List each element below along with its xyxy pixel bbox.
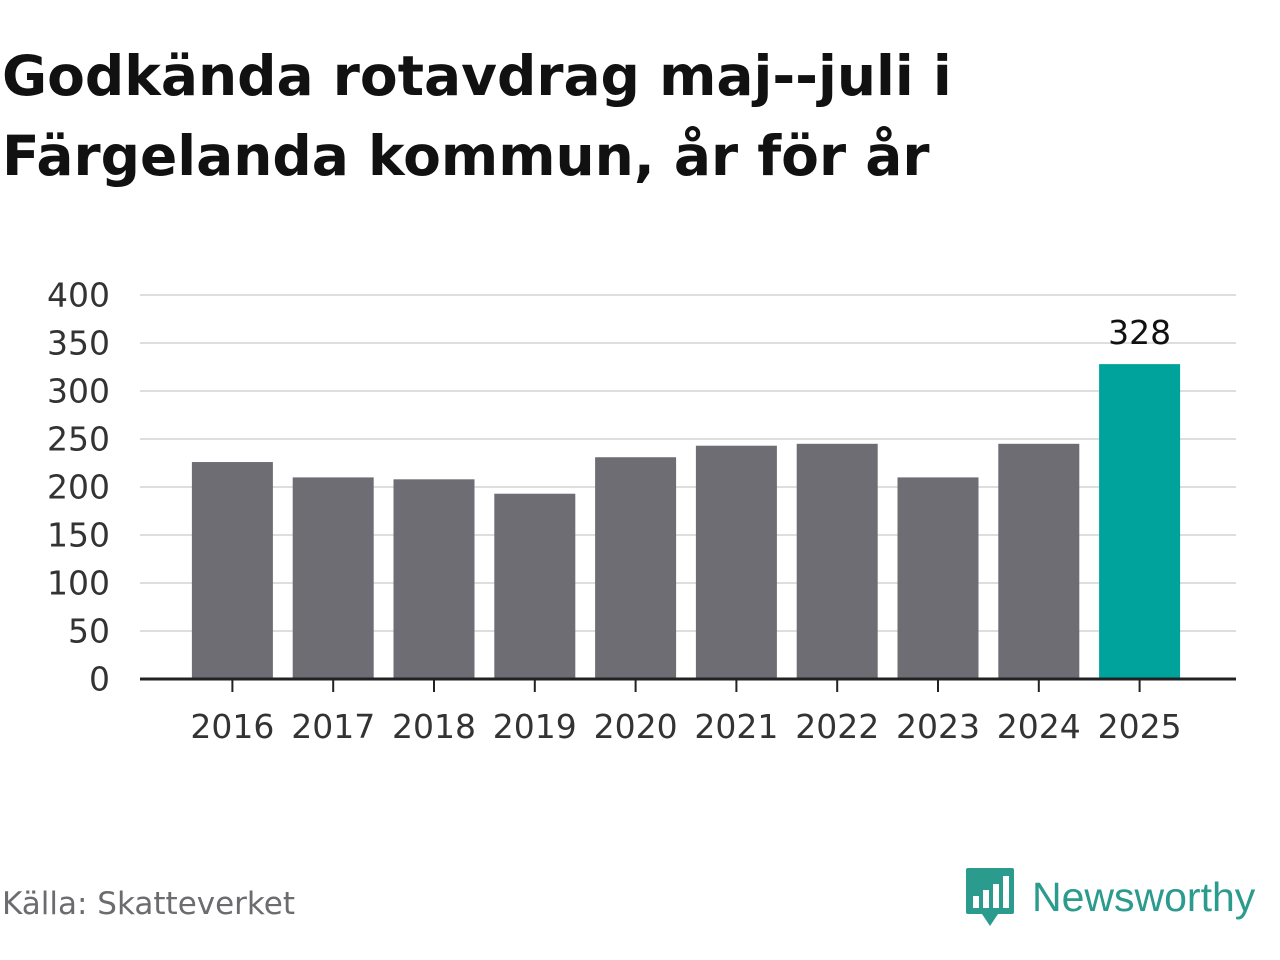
x-tick-label: 2022 (795, 707, 879, 746)
x-tick-label: 2016 (190, 707, 274, 746)
bar-2016 (191, 462, 273, 679)
x-tick-label: 2018 (392, 707, 476, 746)
bar-2023 (897, 477, 979, 679)
data-labels: 328 (1108, 313, 1171, 352)
x-tick-label: 2017 (291, 707, 375, 746)
y-tick-label: 250 (47, 420, 110, 459)
y-tick-label: 100 (47, 564, 110, 603)
x-tick-label: 2019 (493, 707, 577, 746)
y-tick-label: 350 (47, 324, 110, 363)
y-tick-label: 400 (47, 276, 110, 315)
bar-2022 (796, 443, 878, 679)
bar-2018 (393, 479, 475, 679)
brand-logo: Newsworthy (964, 866, 1255, 928)
y-axis-ticks: 0 50 100 150 200 250 300 350 400 (47, 276, 110, 699)
source-text: Källa: Skatteverket (2, 886, 296, 922)
bar-2024 (998, 443, 1080, 679)
y-tick-label: 300 (47, 372, 110, 411)
chart-title: Godkända rotavdrag maj--juli i Färgeland… (2, 44, 952, 188)
bar-2021 (695, 445, 777, 679)
bars (191, 364, 1181, 679)
brand-name: Newsworthy (1032, 873, 1256, 920)
x-tick-label: 2024 (997, 707, 1081, 746)
newsworthy-logo-icon (966, 868, 1014, 926)
bar-2020 (595, 457, 677, 679)
x-tick-label: 2021 (694, 707, 778, 746)
bar-2019 (494, 493, 576, 679)
x-tick-label: 2020 (594, 707, 678, 746)
y-tick-label: 150 (47, 516, 110, 555)
y-tick-label: 200 (47, 468, 110, 507)
x-axis-ticks: 2016 2017 2018 2019 2020 2021 2022 2023 2024 2025 (190, 679, 1182, 746)
data-label: 328 (1108, 313, 1171, 352)
bar-2017 (292, 477, 374, 679)
bar-2025 (1099, 364, 1181, 679)
x-tick-label: 2023 (896, 707, 980, 746)
y-tick-label: 0 (89, 660, 110, 699)
x-tick-label: 2025 (1098, 707, 1182, 746)
y-tick-label: 50 (68, 612, 110, 651)
